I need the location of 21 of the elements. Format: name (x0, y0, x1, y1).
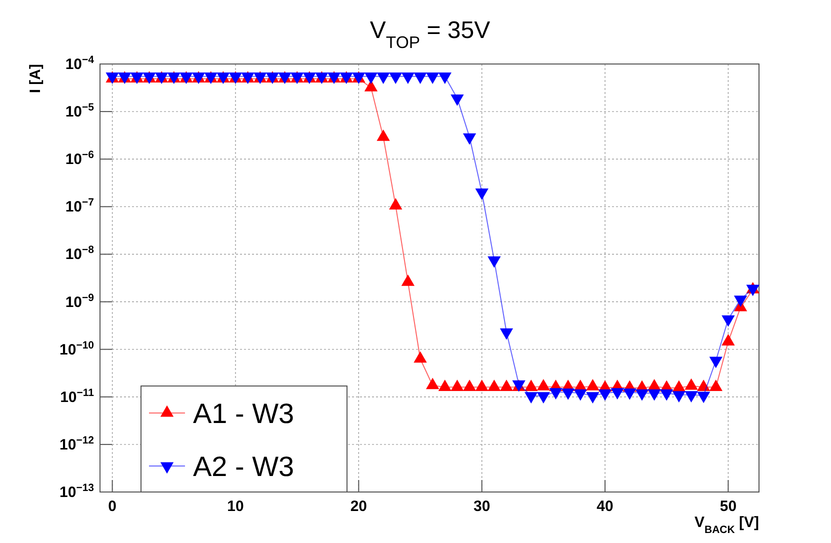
x-tick-label: 40 (596, 498, 614, 515)
legend-label: A2 - W3 (193, 451, 294, 482)
y-tick-label: 10$^{−10}$ (60, 339, 94, 358)
x-tick-label: 50 (720, 498, 737, 515)
x-tick-label: 30 (474, 498, 490, 515)
y-tick-label: 10$^{−7}$ (65, 196, 94, 216)
y-tick-label: 10$^{−4}$ (65, 54, 94, 73)
x-tick-label: 10 (227, 498, 244, 515)
y-tick-label: 10$^{−6}$ (65, 149, 94, 168)
y-tick-label: 10$^{−12}$ (60, 434, 94, 454)
y-axis-title: I [A] (27, 64, 44, 94)
legend-label: A1 - W3 (193, 398, 294, 429)
y-tick-label: 10$^{−5}$ (65, 102, 94, 121)
x-axis-title: V$_{BACK}$ [V] (694, 514, 759, 536)
y-tick-label: 10$^{−9}$ (65, 292, 94, 311)
y-tick-label: 10$^{−13}$ (60, 482, 94, 501)
x-tick-label: 0 (108, 498, 116, 515)
chart-title: V$_{TOP}$ = 35V (370, 17, 490, 52)
y-tick-label: 10$^{−11}$ (60, 386, 94, 406)
y-tick-label: 10$^{−8}$ (65, 244, 94, 264)
x-tick-label: 20 (350, 498, 368, 515)
